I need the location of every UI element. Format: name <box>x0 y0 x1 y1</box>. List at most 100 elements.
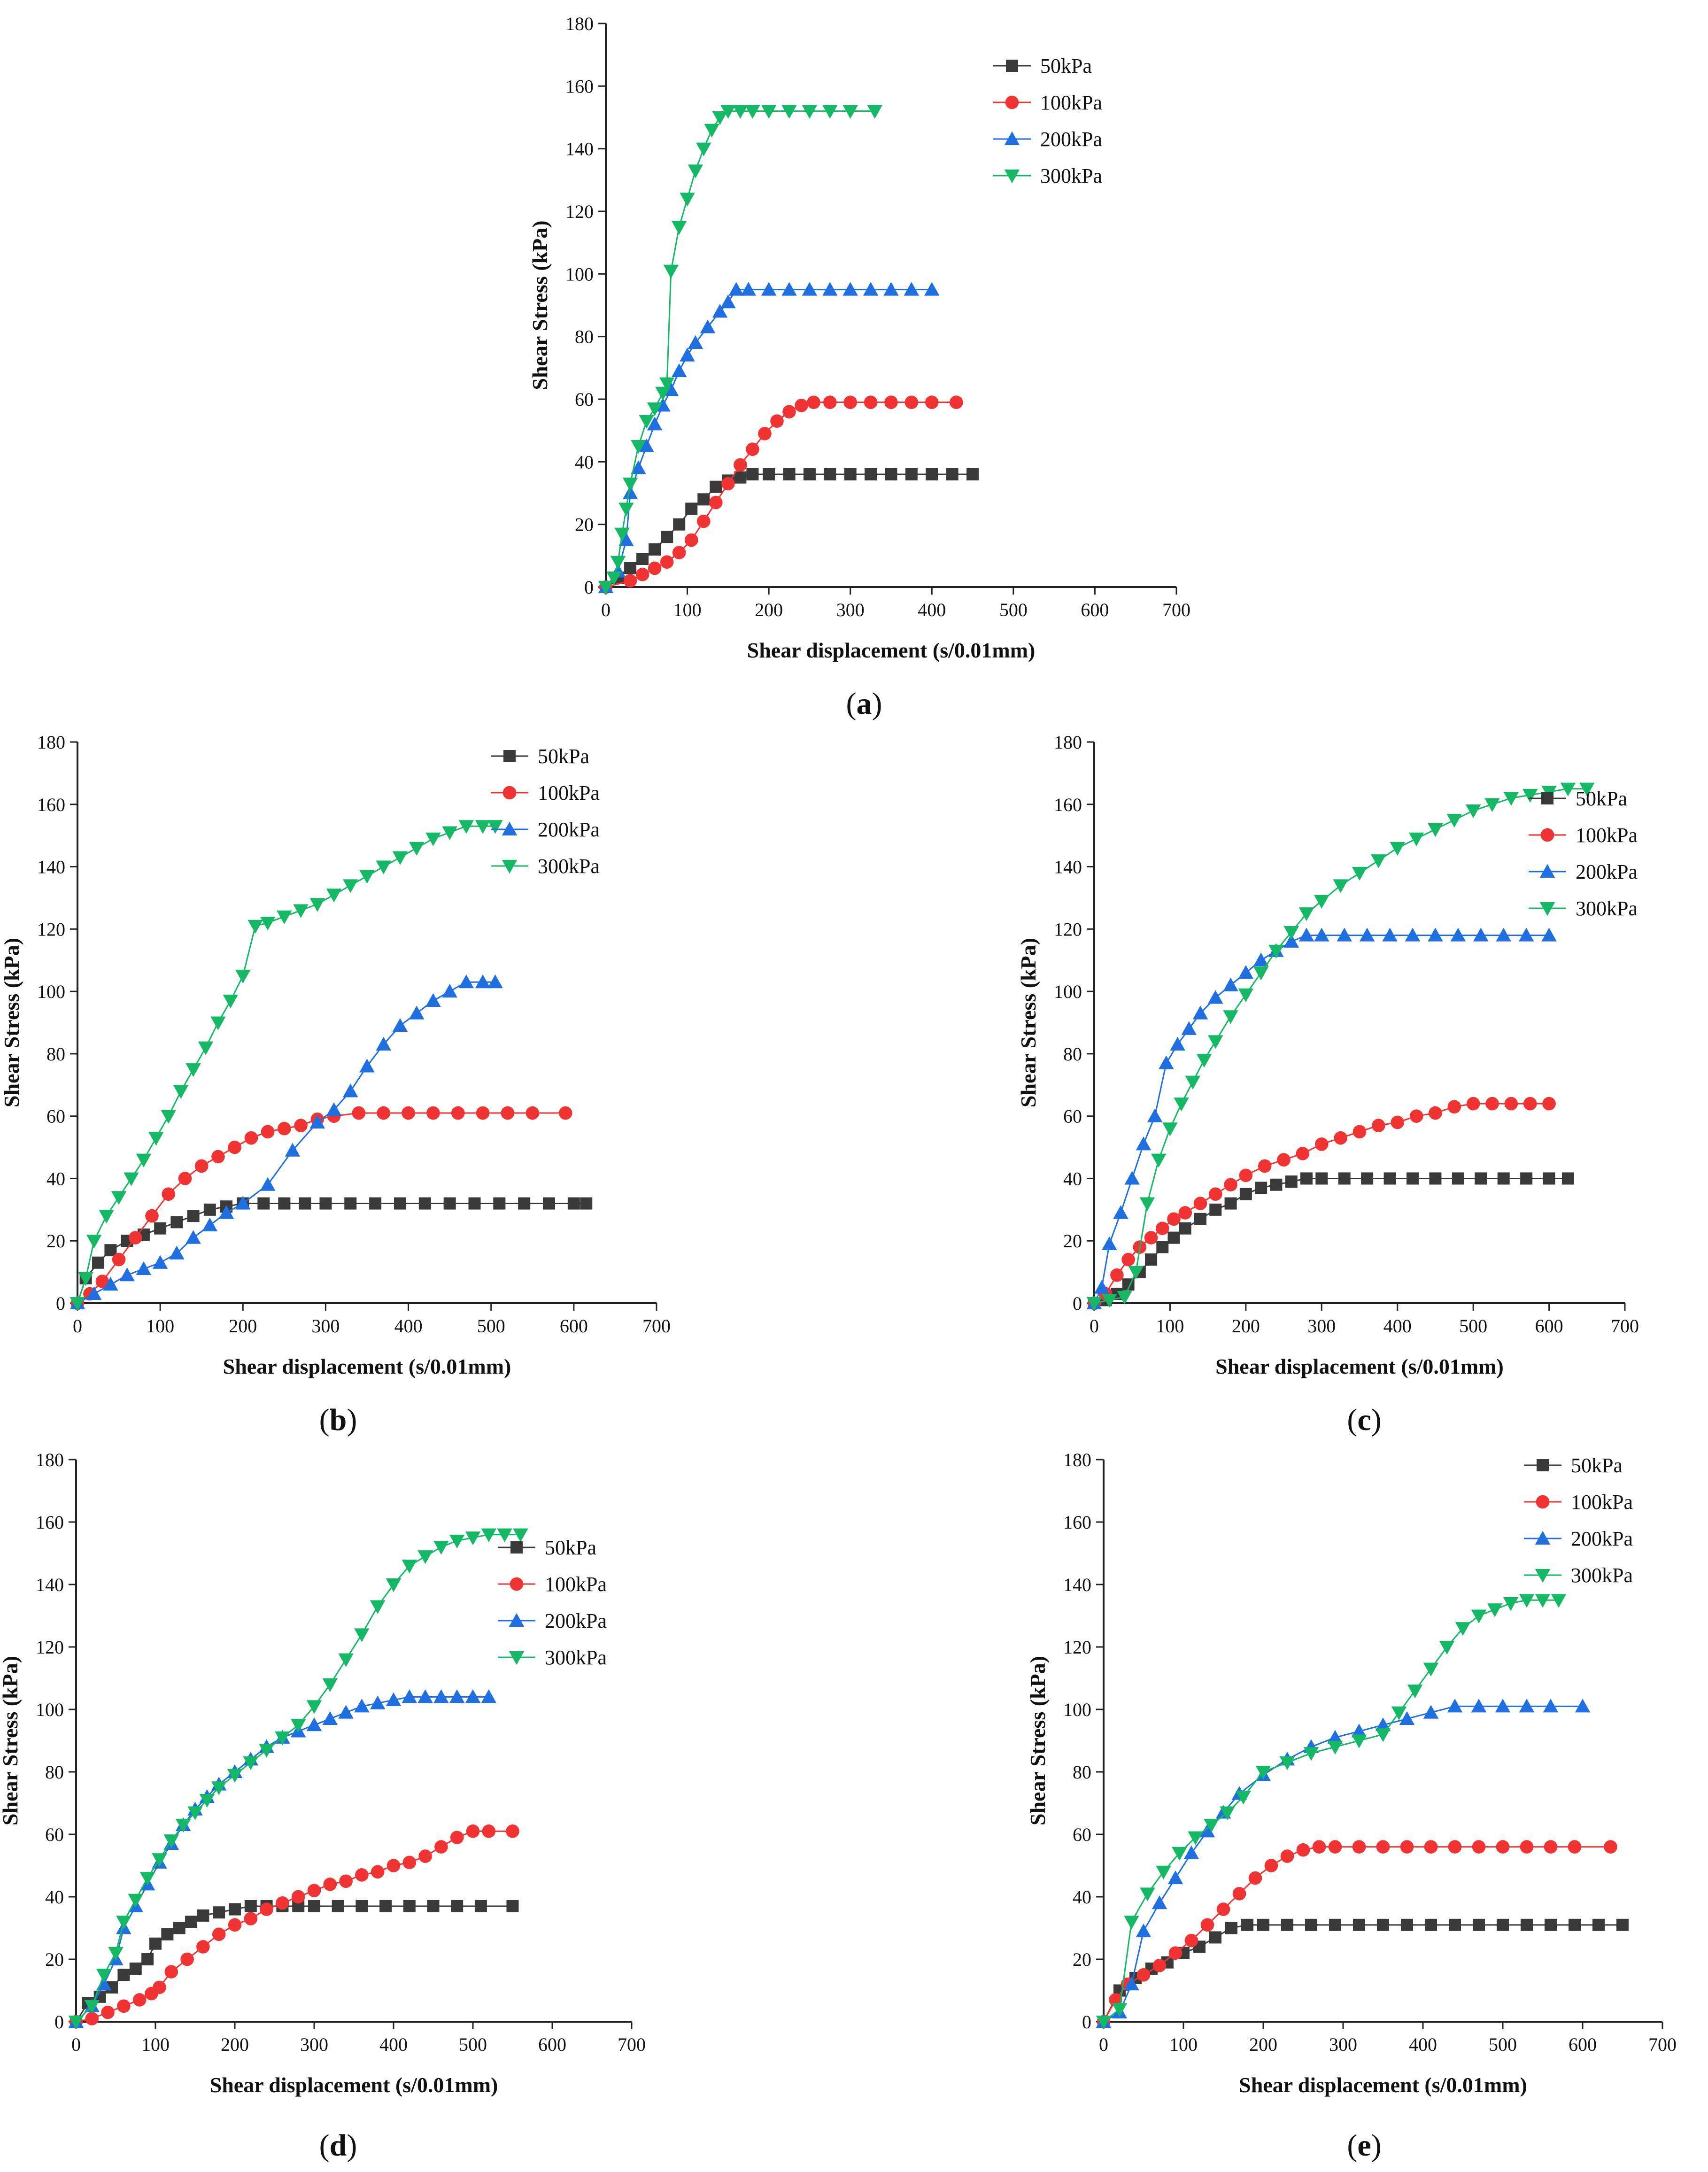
legend-marker <box>1004 170 1020 184</box>
x-tick-label: 600 <box>538 2034 566 2055</box>
data-point <box>175 1819 191 1833</box>
data-point <box>1096 2016 1112 2030</box>
y-tick-label: 0 <box>584 577 594 598</box>
x-tick-label: 100 <box>146 1315 174 1337</box>
panel-caption: (e) <box>1347 2128 1381 2163</box>
data-point <box>78 1272 93 1286</box>
data-point <box>392 1018 408 1032</box>
data-point <box>1209 1203 1222 1216</box>
data-point <box>1264 1859 1278 1872</box>
data-point <box>1473 1918 1485 1931</box>
data-point <box>661 531 673 543</box>
data-point <box>1220 1806 1235 1820</box>
legend-label: 50kPa <box>1040 54 1092 77</box>
y-tick-label: 40 <box>575 451 594 472</box>
panel-caption-letter: b <box>330 1403 347 1437</box>
data-point <box>1423 1662 1439 1677</box>
data-point <box>1174 1098 1189 1112</box>
data-point <box>309 1114 325 1129</box>
x-tick-label: 200 <box>229 1315 257 1337</box>
data-point <box>1424 1840 1438 1854</box>
legend-item: 300kPa <box>1529 897 1638 920</box>
x-tick-label: 400 <box>1383 1315 1412 1337</box>
data-point <box>1238 965 1254 979</box>
data-point <box>700 319 716 333</box>
y-tick-label: 180 <box>1054 732 1082 753</box>
data-point <box>631 460 646 474</box>
data-point <box>1352 1840 1366 1854</box>
data-point <box>1140 1887 1155 1901</box>
panel-caption: (c) <box>1347 1403 1381 1437</box>
data-point <box>712 111 728 125</box>
x-axis-title: Shear displacement (s/0.01mm) <box>1239 2073 1527 2097</box>
data-point <box>623 574 637 587</box>
series-100kPa <box>69 1824 519 2029</box>
data-point <box>1521 1918 1533 1931</box>
data-point <box>235 1196 251 1210</box>
legend-item: 300kPa <box>1524 1564 1633 1587</box>
data-point <box>291 1890 305 1904</box>
data-point <box>434 1840 448 1854</box>
data-point <box>1429 1172 1442 1185</box>
data-point <box>1405 928 1421 942</box>
x-tick-label: 0 <box>71 2034 81 2055</box>
data-point <box>458 820 474 834</box>
data-point <box>924 282 940 296</box>
data-point <box>260 1902 273 1916</box>
data-point <box>1449 1918 1461 1931</box>
data-point <box>1136 1968 1151 1982</box>
data-point <box>1159 1055 1174 1069</box>
data-point <box>1351 1724 1367 1738</box>
data-point <box>425 993 441 1007</box>
data-point <box>465 1531 481 1546</box>
data-point <box>904 282 920 296</box>
data-point <box>285 1143 301 1157</box>
data-point <box>1192 1005 1208 1020</box>
data-point <box>580 1197 593 1210</box>
y-axis-title: Shear Stress (kPa) <box>0 1656 22 1825</box>
data-point <box>95 1275 109 1288</box>
x-tick-label: 600 <box>1535 1315 1563 1337</box>
data-point <box>1545 1918 1557 1931</box>
data-point <box>926 468 938 480</box>
y-tick-label: 120 <box>1063 1637 1091 1658</box>
data-point <box>1113 1205 1128 1219</box>
data-point <box>101 2005 115 2019</box>
x-tick-label: 700 <box>1648 2034 1677 2055</box>
legend-label: 300kPa <box>538 855 600 878</box>
data-point <box>526 1106 540 1120</box>
series-line-50kPa <box>1103 1924 1623 2022</box>
data-point <box>1298 928 1314 942</box>
x-tick-label: 100 <box>673 599 702 620</box>
data-point <box>842 282 858 296</box>
x-tick-label: 400 <box>1409 2034 1437 2055</box>
data-point <box>1199 1824 1215 1838</box>
data-point <box>1102 1294 1117 1308</box>
y-tick-label: 80 <box>575 326 594 348</box>
data-point <box>86 1235 102 1249</box>
data-point <box>1314 928 1329 942</box>
data-point <box>1094 1280 1110 1294</box>
data-point <box>823 395 837 409</box>
legend-item: 300kPa <box>993 164 1102 187</box>
data-point <box>721 477 735 491</box>
data-point <box>842 105 858 119</box>
data-point <box>338 1653 354 1667</box>
data-point <box>359 870 375 884</box>
y-tick-label: 0 <box>1073 1293 1082 1314</box>
data-point <box>173 1085 189 1099</box>
y-tick-label: 20 <box>1073 1949 1091 1970</box>
data-point <box>685 502 698 515</box>
data-point <box>1204 1819 1219 1833</box>
data-point <box>152 1255 168 1269</box>
data-point <box>1484 798 1500 812</box>
y-axis-title: Shear Stress (kPa) <box>0 938 23 1107</box>
data-point <box>904 395 919 409</box>
data-point <box>1439 1641 1455 1655</box>
data-point <box>185 1916 198 1928</box>
data-point <box>1128 1266 1144 1280</box>
data-point <box>761 282 777 296</box>
data-point <box>136 1153 152 1167</box>
data-point <box>322 1711 338 1725</box>
series-line-300kPa <box>75 1534 521 2023</box>
